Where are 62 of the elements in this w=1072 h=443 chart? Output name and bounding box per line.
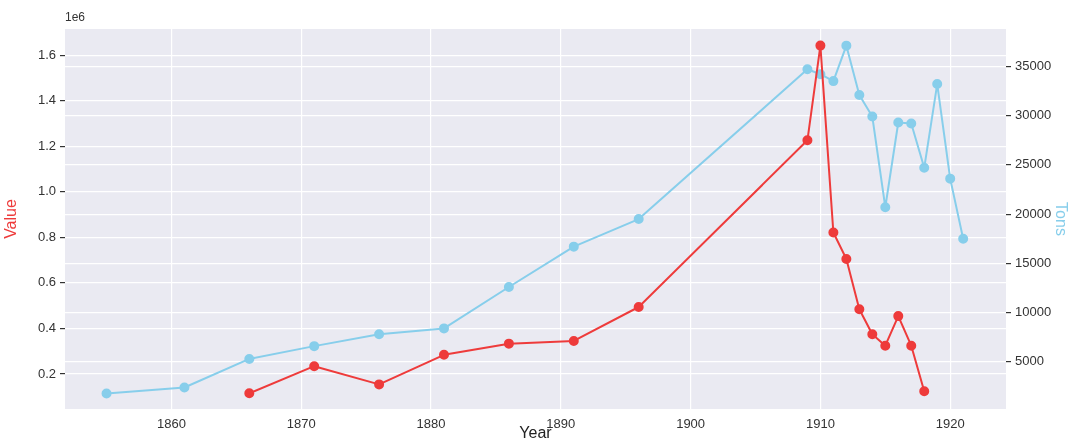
point [893, 311, 904, 322]
y2-axis-title: Tons [1052, 202, 1070, 236]
point [945, 173, 956, 184]
y-tick-label: 0.8 [37, 228, 56, 244]
point [633, 214, 644, 225]
x-tick-label: 1860 [156, 416, 186, 432]
point [880, 340, 891, 351]
text: 1e6 [65, 10, 86, 25]
point [815, 40, 826, 51]
point [503, 338, 514, 349]
y-tick-label: 1.0 [37, 183, 56, 199]
y2-tick-label: 30000 [1015, 107, 1052, 123]
y-tick-label: 0.4 [37, 319, 56, 335]
point [893, 117, 904, 128]
point [906, 118, 917, 129]
point [880, 202, 891, 213]
point [374, 379, 385, 390]
x-tick-label: 1870 [286, 416, 316, 432]
point [919, 386, 930, 397]
y2-tick-label: 15000 [1015, 254, 1052, 270]
y2-tick-label: 5000 [1015, 353, 1044, 369]
x-tick-label: 1900 [676, 416, 706, 432]
x-tick-label: 1910 [805, 416, 835, 432]
point [841, 253, 852, 264]
y-tick-label: 1.4 [37, 92, 56, 108]
point [439, 323, 449, 334]
y-tick-label: 1.2 [37, 137, 56, 153]
point [244, 388, 255, 399]
x-tick-label: 1880 [416, 416, 446, 432]
point [802, 135, 813, 146]
point [309, 361, 320, 372]
y2-tick-label: 35000 [1015, 57, 1052, 73]
y2-tick-label: 10000 [1015, 304, 1052, 320]
point [828, 76, 839, 87]
point [439, 349, 449, 360]
point [906, 340, 917, 351]
point [867, 329, 878, 340]
x-tick-label: 1920 [935, 416, 965, 432]
point [568, 335, 579, 346]
y-axis-title: Value [2, 199, 20, 239]
point [802, 64, 813, 75]
point [568, 241, 579, 252]
point [503, 282, 514, 293]
point [179, 382, 190, 393]
point [374, 329, 385, 340]
y2-tick-label: 20000 [1015, 205, 1052, 221]
y2-tick-label: 25000 [1015, 156, 1052, 172]
point [854, 304, 865, 315]
point [867, 111, 878, 122]
point [828, 227, 839, 238]
point [101, 388, 112, 399]
point [854, 89, 865, 100]
point [932, 79, 943, 90]
point [244, 353, 255, 364]
y-tick-label: 0.6 [37, 274, 56, 290]
point [633, 302, 644, 312]
point [841, 40, 852, 51]
point [919, 162, 930, 173]
y-tick-label: 0.2 [37, 365, 56, 381]
point [958, 233, 969, 244]
point [309, 341, 320, 352]
y-tick-label: 1.6 [37, 46, 56, 62]
